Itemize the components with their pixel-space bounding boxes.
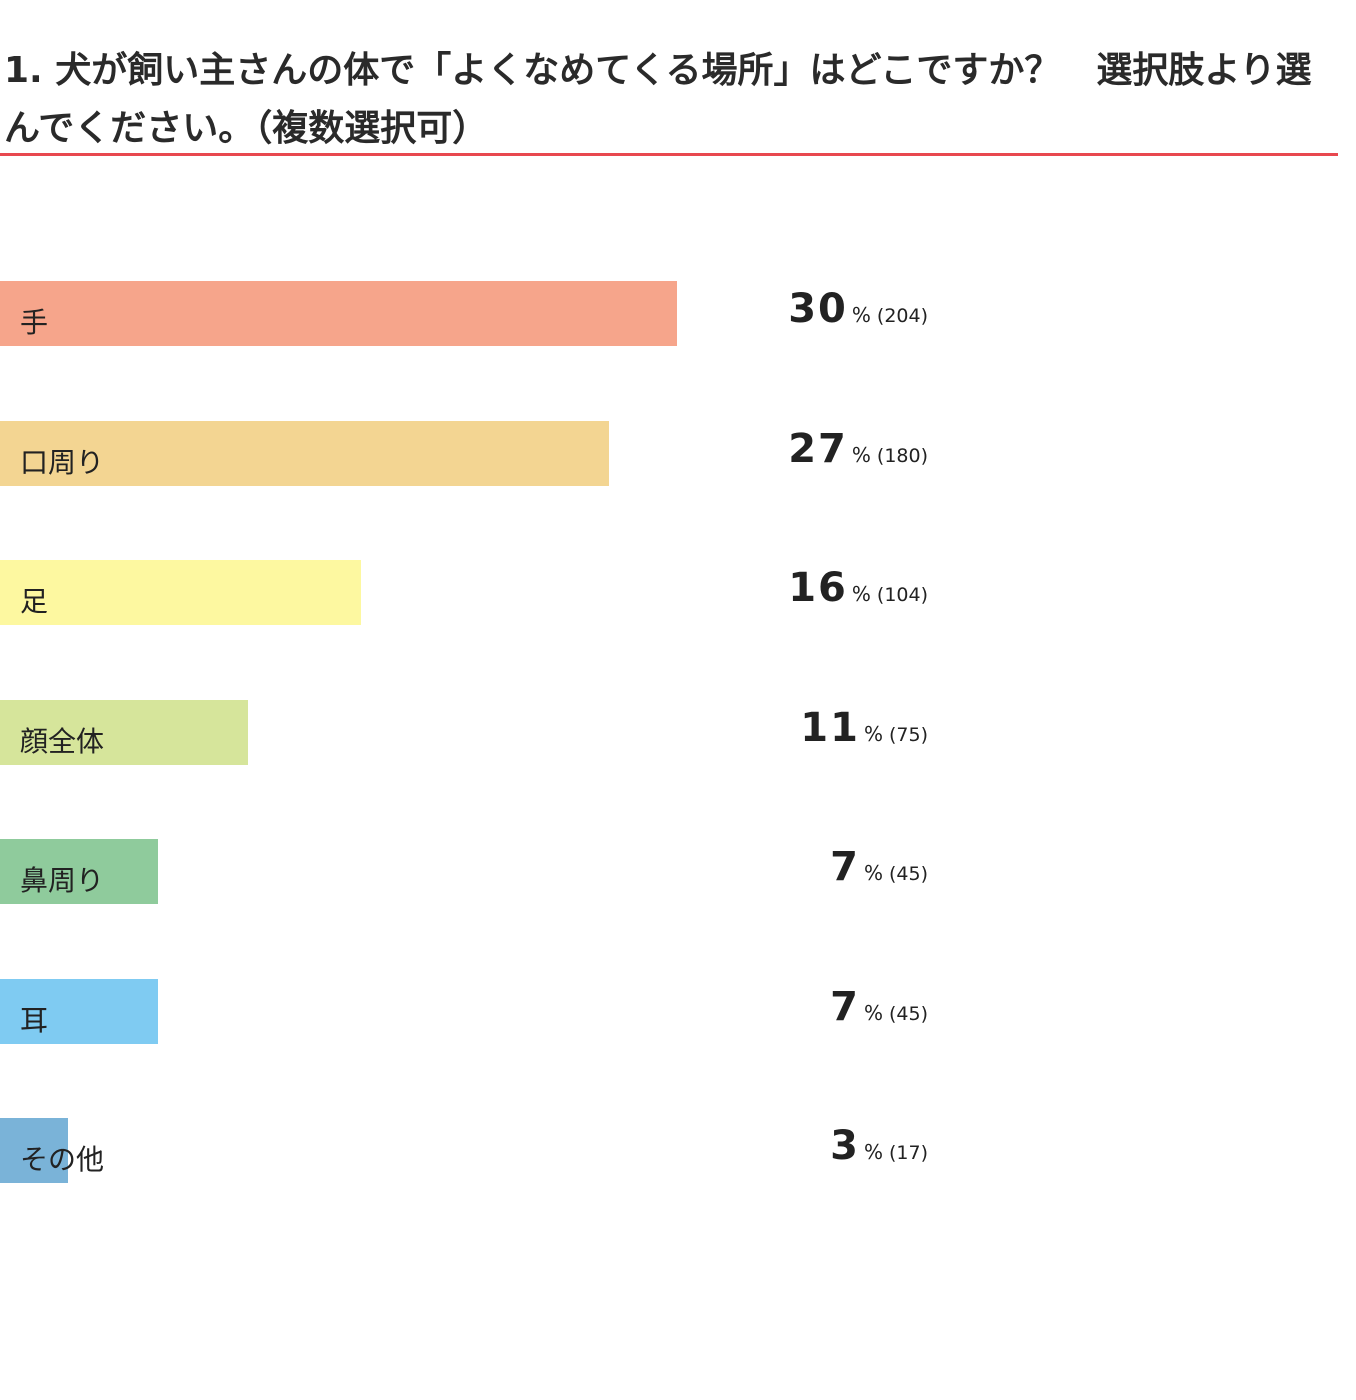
bar-label-6: その他 xyxy=(20,1143,105,1176)
percent-unit: % xyxy=(851,303,871,327)
response-count: (17) xyxy=(888,1142,928,1164)
bar-label-2: 足 xyxy=(20,585,49,618)
bar-1 xyxy=(0,421,609,486)
percent-unit: % xyxy=(863,1001,883,1025)
bar-label-1: 口周り xyxy=(20,446,105,479)
bar-2 xyxy=(0,560,361,625)
bar-0 xyxy=(0,281,677,346)
response-count: (75) xyxy=(888,724,928,746)
response-count: (180) xyxy=(876,445,928,467)
percent-value: 16 xyxy=(788,565,848,611)
percent-unit: % xyxy=(863,861,883,885)
percent-value: 11 xyxy=(800,705,860,751)
value-label-3: 11% (75) xyxy=(0,705,928,751)
bar-3 xyxy=(0,700,248,765)
bar-4 xyxy=(0,839,158,904)
percent-value: 3 xyxy=(830,1123,860,1169)
value-label-5: 7% (45) xyxy=(0,984,928,1030)
percent-value: 27 xyxy=(788,426,848,472)
percent-unit: % xyxy=(863,1140,883,1164)
response-count: (104) xyxy=(876,584,928,606)
bar-label-4: 鼻周り xyxy=(20,864,105,897)
question-title: 1. 犬が飼い主さんの体で「よくなめてくる場所」はどこですか？ 選択肢より選んで… xyxy=(4,50,1312,149)
value-label-2: 16% (104) xyxy=(0,565,928,611)
title-divider xyxy=(0,153,1338,156)
value-label-4: 7% (45) xyxy=(0,844,928,890)
value-label-1: 27% (180) xyxy=(0,426,928,472)
percent-unit: % xyxy=(851,443,871,467)
response-count: (204) xyxy=(876,305,928,327)
bar-label-0: 手 xyxy=(20,306,49,339)
bar-label-5: 耳 xyxy=(20,1004,49,1037)
percent-value: 7 xyxy=(830,984,860,1030)
value-label-0: 30% (204) xyxy=(0,286,928,332)
response-count: (45) xyxy=(888,863,928,885)
percent-unit: % xyxy=(863,722,883,746)
percent-unit: % xyxy=(851,582,871,606)
bar-5 xyxy=(0,979,158,1044)
bar-label-3: 顔全体 xyxy=(20,725,105,758)
percent-value: 30 xyxy=(788,286,848,332)
percent-value: 7 xyxy=(830,844,860,890)
response-count: (45) xyxy=(888,1003,928,1025)
bar-6 xyxy=(0,1118,68,1183)
value-label-6: 3% (17) xyxy=(0,1123,928,1169)
